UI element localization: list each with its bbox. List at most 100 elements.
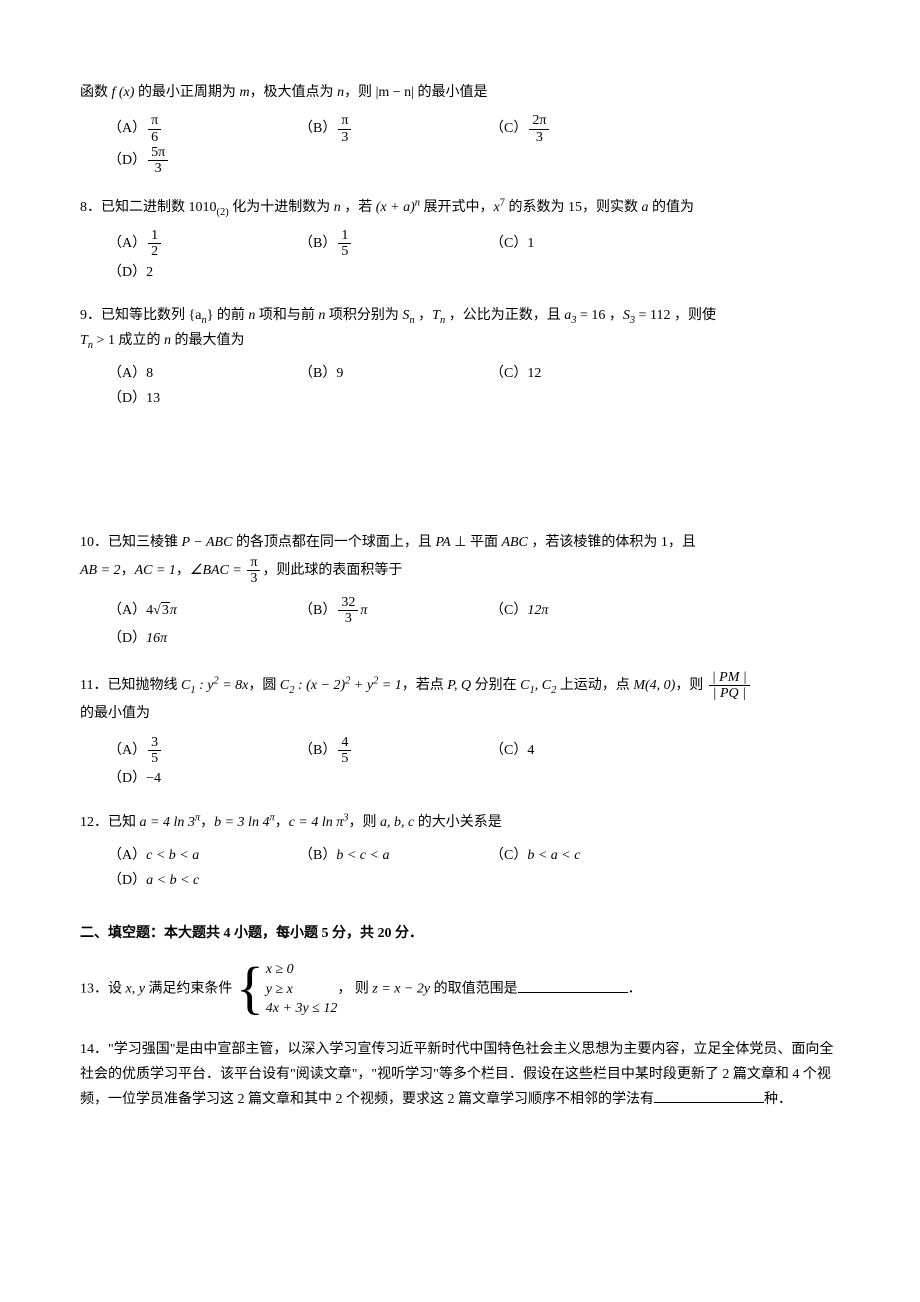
ratio: | PM || PQ | (709, 670, 750, 702)
fraction: 15 (338, 228, 351, 260)
option-d: （D）−4 (108, 766, 299, 791)
denominator: 5 (338, 244, 351, 259)
S3: S3 (623, 308, 635, 323)
q9-stem: 9．已知等比数列 {an} 的前 n 项和与前 n 项积分别为 Sn ，Tn ，… (80, 303, 840, 353)
question-8: 8．已知二进制数 1010(2) 化为十进制数为 n ，若 (x + a)n 展… (80, 195, 840, 285)
answer-blank[interactable] (654, 1088, 764, 1103)
question-13: 13．设 x, y 满足约束条件 {x ≥ 0y ≥ x4x + 3y ≤ 12… (80, 960, 840, 1019)
b-eq: b = 3 ln 4π (214, 815, 275, 830)
question-10: 10．已知三棱锥 P − ABC 的各顶点都在同一个球面上，且 PA ⊥ 平面 … (80, 530, 840, 652)
a-eq: a = 4 ln 3π (140, 815, 201, 830)
option-d: （D）2 (108, 260, 299, 285)
value: 43π (146, 598, 177, 623)
abs-mn: |m − n| (376, 85, 414, 100)
option-c: （C）1 (490, 228, 681, 260)
option-c: （C）b < a < c (490, 843, 681, 868)
m: m (239, 85, 249, 100)
sqrt: 3 (153, 598, 170, 623)
text: 已知抛物线 (107, 678, 181, 693)
value: c < b < a (146, 843, 199, 868)
q12-stem: 12．已知 a = 4 ln 3π，b = 3 ln 4π，c = 4 ln π… (80, 810, 840, 835)
label: （A） (108, 116, 146, 141)
value: 2 (146, 260, 153, 285)
text: 已知 (108, 815, 140, 830)
label: （C） (490, 598, 527, 623)
value: a < b < c (146, 868, 199, 893)
numerator: 2π (529, 113, 549, 129)
n: n (337, 85, 344, 100)
eq3: = 1 (378, 678, 401, 693)
label: （D） (108, 868, 146, 893)
text: 化为十进制数为 (229, 200, 334, 215)
a3: a3 (564, 308, 576, 323)
text: 的值为 (648, 200, 694, 215)
q7-stem: 函数 f (x) 的最小正周期为 m，极大值点为 n，则 |m − n| 的最小… (80, 80, 840, 105)
option-a: （A）c < b < a (108, 843, 299, 868)
fraction: 35 (148, 735, 161, 767)
fraction: π3 (338, 113, 351, 145)
seq-open: {a (189, 308, 202, 323)
fx: f (x) (112, 85, 135, 100)
Tn: Tn (432, 308, 445, 323)
text: ， (121, 563, 135, 578)
text: 的前 (213, 308, 248, 323)
value: b < a < c (527, 843, 580, 868)
fraction: 323 (338, 595, 358, 627)
c-eq: c = 4 ln π3 (289, 815, 349, 830)
label: （C） (490, 231, 527, 256)
option-b: （B）45 (299, 735, 490, 767)
AB: AB = 2 (80, 563, 121, 578)
label: （C） (490, 361, 527, 386)
text: 设 (108, 982, 126, 997)
text: ， (176, 563, 190, 578)
label: （B） (299, 361, 336, 386)
fraction: π6 (148, 113, 161, 145)
text: ，若点 (402, 678, 448, 693)
fraction: π3 (247, 555, 260, 587)
line2: y ≥ x (266, 980, 338, 1000)
label: （D） (108, 148, 146, 173)
label: （D） (108, 260, 146, 285)
text: ，若 (341, 200, 376, 215)
radicand: 3 (161, 602, 170, 618)
perp: ⊥ (451, 535, 470, 550)
value: 13 (146, 386, 160, 411)
base: b = 3 ln 4 (214, 815, 269, 830)
value: 8 (146, 361, 153, 386)
line2: AB = 2，AC = 1，∠BAC = π3，则此球的表面积等于 (80, 563, 402, 578)
constraint-system: {x ≥ 0y ≥ x4x + 3y ≤ 12 (236, 960, 337, 1019)
AC: AC = 1 (135, 563, 176, 578)
denominator: 3 (152, 161, 165, 176)
option-a: （A）35 (108, 735, 299, 767)
value: b < c < a (336, 843, 389, 868)
answer-blank[interactable] (518, 978, 628, 993)
text: 项和与前 (255, 308, 318, 323)
value: 12 (527, 361, 541, 386)
expr-base: (x + a) (376, 200, 415, 215)
q9-options: （A）8 （B）9 （C）12 （D）13 (80, 361, 840, 411)
numerator: 1 (338, 228, 351, 244)
text: ，则 (349, 815, 381, 830)
option-a: （A）8 (108, 361, 299, 386)
eq1: : (x − 2) (294, 678, 345, 693)
Sn: Sn (402, 308, 414, 323)
number: 9． (80, 308, 101, 323)
text: 的最小值为 (80, 706, 150, 721)
value: 1 (527, 231, 534, 256)
a3-eq: = 16 (576, 308, 605, 323)
numerator: π (247, 555, 260, 571)
option-c: （C）4 (490, 735, 681, 767)
numerator: π (148, 113, 161, 129)
text: 的各顶点都在同一个球面上，且 (232, 535, 435, 550)
text: ，则 (675, 678, 707, 693)
fraction: 2π3 (529, 113, 549, 145)
question-14: 14．"学习强国"是由中宣部主管，以深入学习宣传习近平新时代中国特色社会主义思想… (80, 1037, 840, 1113)
sequence: {an} (189, 308, 214, 323)
T: T (432, 308, 440, 323)
label: （C） (490, 843, 527, 868)
text: 的大小关系是 (414, 815, 502, 830)
base: a = 4 ln 3 (140, 815, 195, 830)
option-d: （D）a < b < c (108, 868, 299, 893)
label: （B） (299, 598, 336, 623)
numerator: 3 (148, 735, 161, 751)
